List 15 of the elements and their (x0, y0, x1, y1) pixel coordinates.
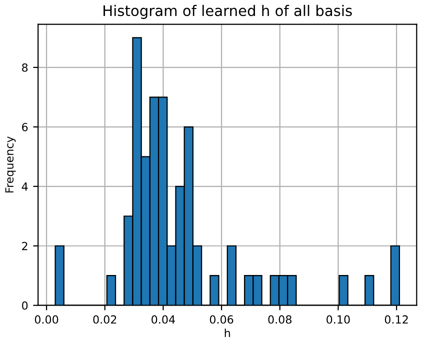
x-tick-label: 0.08 (268, 315, 292, 324)
x-tick-label: 0.10 (326, 315, 350, 324)
y-tick-label: 2 (22, 242, 28, 250)
x-axis-title: h (224, 328, 230, 338)
y-tick-label: 8 (22, 63, 28, 72)
x-tick-label: 0.04 (152, 315, 175, 324)
x-tick-label: 0.02 (93, 315, 116, 324)
y-tick-label: 0 (22, 301, 28, 310)
y-tick-label: 4 (22, 182, 28, 191)
y-axis-title: Frequency (5, 136, 16, 192)
x-tick-label: 0.00 (34, 315, 58, 324)
chart-title: Histogram of learned h of all basis (104, 4, 352, 19)
x-tick-label: 0.06 (210, 315, 234, 324)
x-tick-label: 0.12 (384, 315, 408, 324)
y-tick-label: 6 (22, 122, 28, 132)
